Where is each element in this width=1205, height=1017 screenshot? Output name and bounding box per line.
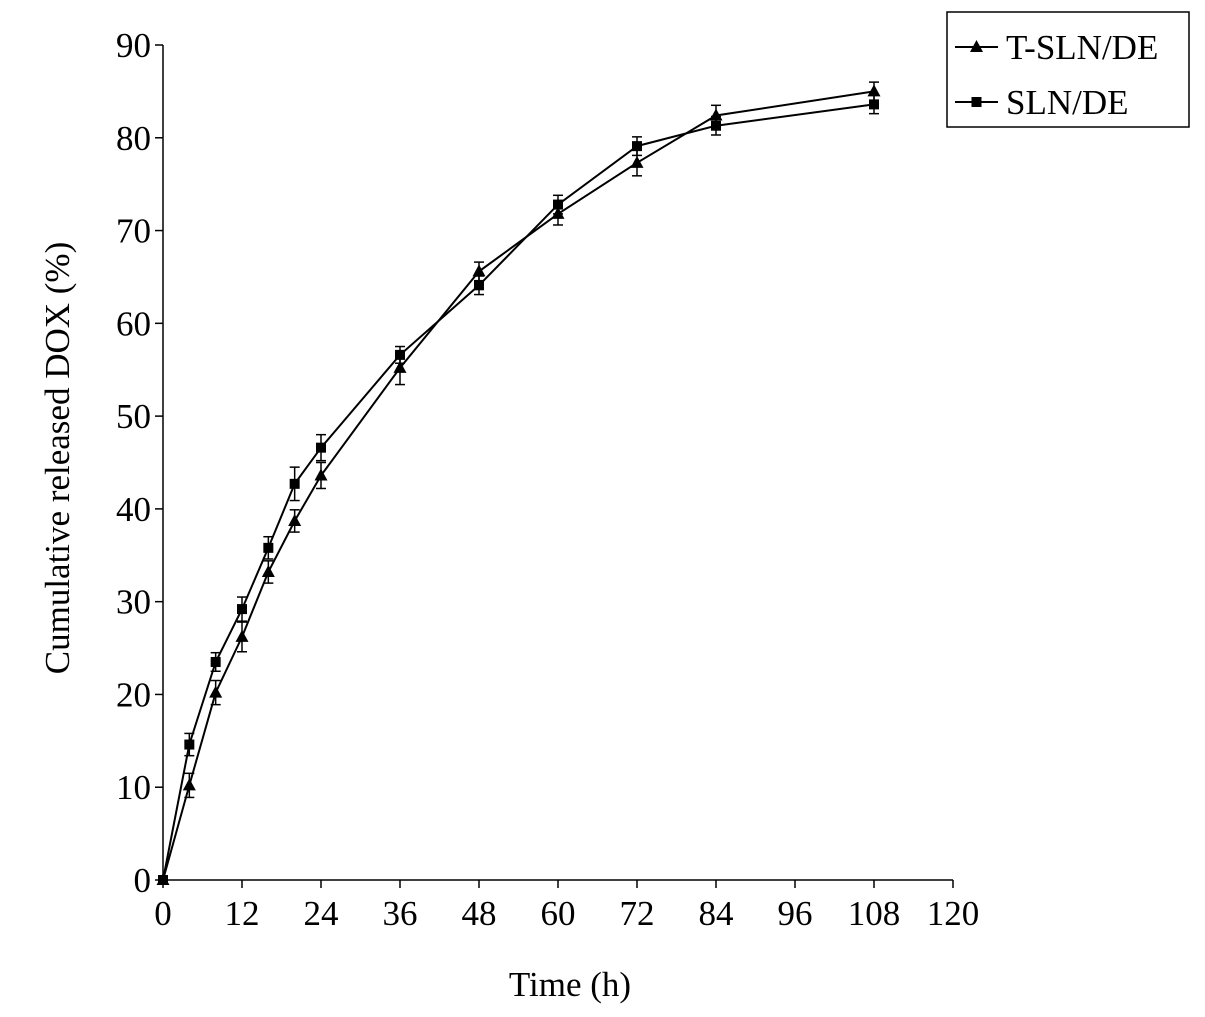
legend-label-sln-de: SLN/DE [1006,83,1129,122]
x-tick-label: 96 [778,894,813,933]
x-tick-label: 84 [699,894,734,933]
legend-marker-square-icon [971,97,982,107]
y-tick-label: 20 [116,675,151,714]
y-tick-label: 10 [116,768,151,807]
y-tick-label: 30 [116,583,151,622]
data-point-square [395,349,405,360]
data-point-square [711,120,721,131]
data-point-square [474,280,484,291]
data-point-square [632,141,642,152]
x-tick-label: 60 [541,894,576,933]
data-point-triangle [182,778,196,791]
x-axis-label: Time (h) [509,965,631,1004]
y-tick-label: 0 [134,861,152,900]
x-tick-label: 36 [383,894,418,933]
data-point-square [289,478,300,489]
data-point-triangle [709,108,723,121]
data-point-triangle [867,84,881,97]
series-line-t-sln-de [162,90,875,881]
data-point-triangle [393,360,407,373]
y-tick-label: 50 [116,397,151,436]
x-tick-label: 24 [304,894,339,933]
series-t-sln-de [156,81,881,885]
data-point-triangle [209,685,223,698]
data-point-square [184,739,195,750]
x-tick-label: 120 [927,894,980,933]
series-sln-de [158,94,879,885]
legend: T-SLN/DE SLN/DE [946,11,1190,128]
data-point-square [158,875,168,885]
y-tick-label: 80 [116,119,151,158]
series-layer [156,81,881,885]
data-point-square [553,199,563,210]
data-point-triangle [261,564,275,577]
data-point-square [263,542,274,553]
data-point-triangle [288,513,302,526]
x-tick-label: 48 [462,894,497,933]
y-tick-label: 40 [116,490,151,529]
x-tick-label: 72 [620,894,655,933]
legend-box [946,11,1190,128]
x-tick-label: 0 [154,894,172,933]
data-point-square [237,604,247,615]
y-axis-label: Cumulative released DOX (%) [38,242,77,675]
data-point-triangle [630,155,644,168]
data-point-triangle [314,468,328,481]
data-point-square [869,99,879,110]
data-point-triangle [235,629,249,642]
axes: 0 12 24 36 48 60 72 84 96 108 120 0 10 20 30 40 50 60 70 80… [116,26,979,933]
x-tick-label: 108 [848,894,901,933]
legend-label-t-sln-de: T-SLN/DE [1006,28,1158,67]
data-point-square [316,442,326,453]
y-tick-label: 60 [116,304,151,343]
series-line-sln-de [162,103,875,881]
data-point-square [210,656,221,667]
x-tick-label: 12 [225,894,260,933]
legend-marker-triangle-icon [970,40,983,52]
y-tick-label: 90 [116,26,151,65]
y-tick-label: 70 [116,212,151,251]
data-point-triangle [472,264,486,277]
